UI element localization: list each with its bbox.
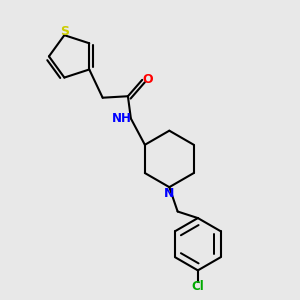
Text: NH: NH <box>111 112 131 125</box>
Text: O: O <box>142 74 153 86</box>
Text: S: S <box>60 25 69 38</box>
Text: N: N <box>164 187 175 200</box>
Text: Cl: Cl <box>191 280 204 293</box>
